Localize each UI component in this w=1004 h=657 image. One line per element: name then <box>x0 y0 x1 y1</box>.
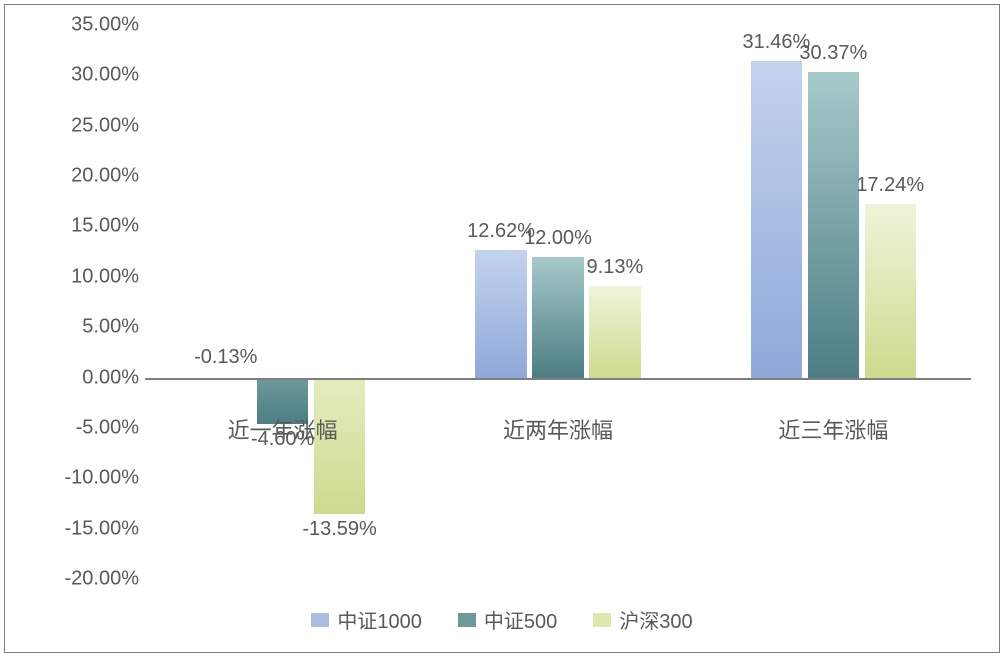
legend-label: 中证1000 <box>337 605 422 634</box>
legend-swatch <box>593 613 611 627</box>
y-tick-label: 0.00% <box>82 366 145 389</box>
plot-area: -20.00%-15.00%-10.00%-5.00%0.00%5.00%10.… <box>145 25 971 579</box>
bar <box>314 378 365 515</box>
legend-item: 中证500 <box>458 605 557 634</box>
zero-axis-line <box>145 378 971 380</box>
y-tick-label: 35.00% <box>71 14 145 37</box>
bar <box>475 250 526 377</box>
y-tick-label: 30.00% <box>71 64 145 87</box>
chart-frame: -20.00% -15.00% -10.00% -5.00% 0.00% 5.00% 10.… <box>4 4 1000 653</box>
bar-value-label: -13.59% <box>285 518 395 541</box>
legend-swatch <box>311 613 329 627</box>
y-tick-label: 20.00% <box>71 165 145 188</box>
y-tick-label: 25.00% <box>71 114 145 137</box>
bar <box>589 286 640 378</box>
category-label: 近三年涨幅 <box>778 413 888 445</box>
y-tick-label: -20.00% <box>65 568 146 591</box>
y-tick-label: -15.00% <box>65 517 146 540</box>
bar <box>865 204 916 378</box>
bar-value-label: 17.24% <box>835 174 945 197</box>
legend-swatch <box>458 613 476 627</box>
y-tick-label: 5.00% <box>82 316 145 339</box>
legend-item: 沪深300 <box>593 605 692 634</box>
category-label: 近两年涨幅 <box>503 413 613 445</box>
y-tick-label: 15.00% <box>71 215 145 238</box>
y-tick-label: -5.00% <box>76 416 145 439</box>
category-label: 近一年涨幅 <box>228 413 338 445</box>
bar-value-label: 12.00% <box>503 227 613 250</box>
bar <box>808 72 859 378</box>
bar-value-label: 30.37% <box>778 42 888 65</box>
legend: 中证1000 中证500 沪深300 <box>5 605 999 634</box>
y-tick-label: 10.00% <box>71 265 145 288</box>
legend-label: 中证500 <box>484 605 557 634</box>
bar-value-label: -0.13% <box>171 346 281 369</box>
legend-label: 沪深300 <box>619 605 692 634</box>
bar-value-label: 9.13% <box>560 256 670 279</box>
y-tick-label: -10.00% <box>65 467 146 490</box>
legend-item: 中证1000 <box>311 605 422 634</box>
bar <box>751 61 802 378</box>
